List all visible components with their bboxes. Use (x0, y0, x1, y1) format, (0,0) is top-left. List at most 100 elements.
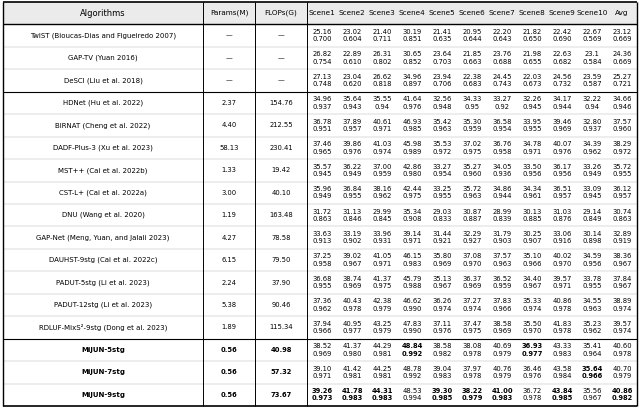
Text: 35.41
0.964: 35.41 0.964 (582, 343, 602, 357)
Text: 41.83
0.978: 41.83 0.978 (552, 321, 572, 334)
Text: 29.99
0.845: 29.99 0.845 (372, 208, 392, 222)
Text: 34.66
0.946: 34.66 0.946 (612, 96, 632, 110)
Text: —: — (278, 33, 284, 39)
Text: 22.63
0.682: 22.63 0.682 (552, 51, 572, 65)
Bar (3, 2, 637, 24)
Text: 26.31
0.802: 26.31 0.802 (372, 51, 392, 65)
Text: 25.27
0.721: 25.27 0.721 (612, 74, 632, 87)
Text: 39.14
0.971: 39.14 0.971 (403, 231, 422, 244)
Text: 33.26
0.949: 33.26 0.949 (582, 164, 602, 177)
Text: 38.36
0.967: 38.36 0.967 (612, 253, 632, 267)
Text: 29.14
0.849: 29.14 0.849 (582, 208, 602, 222)
Text: 41.37
0.975: 41.37 0.975 (372, 276, 392, 289)
Text: 32.26
0.945: 32.26 0.945 (522, 96, 541, 110)
Text: 23.64
0.703: 23.64 0.703 (432, 51, 452, 65)
Text: 37.57
0.960: 37.57 0.960 (612, 119, 632, 132)
Text: Scene1: Scene1 (308, 10, 335, 16)
Text: 24.56
0.732: 24.56 0.732 (552, 74, 572, 87)
Text: 46.15
0.983: 46.15 0.983 (403, 253, 422, 267)
Text: 35.10
0.966: 35.10 0.966 (522, 253, 541, 267)
Text: 21.41
0.635: 21.41 0.635 (432, 29, 452, 42)
Text: 39.02
0.967: 39.02 0.967 (342, 253, 362, 267)
Text: MiJUN-5stg: MiJUN-5stg (81, 347, 125, 353)
Text: 33.63
0.913: 33.63 0.913 (312, 231, 332, 244)
Text: —: — (226, 78, 232, 84)
Text: 42.86
0.980: 42.86 0.980 (403, 164, 422, 177)
Text: 36.22
0.949: 36.22 0.949 (342, 164, 362, 177)
Text: 36.78
0.951: 36.78 0.951 (312, 119, 332, 132)
Text: 34.96
0.937: 34.96 0.937 (312, 96, 332, 110)
Text: 0.56: 0.56 (221, 392, 237, 398)
Text: 21.85
0.663: 21.85 0.663 (462, 51, 482, 65)
Text: 42.44
0.975: 42.44 0.975 (403, 186, 422, 200)
Text: 41.37
0.980: 41.37 0.980 (342, 343, 362, 357)
Text: 37.02
0.975: 37.02 0.975 (462, 141, 482, 155)
Text: 40.98: 40.98 (270, 347, 292, 353)
Text: 32.89
0.919: 32.89 0.919 (612, 231, 632, 244)
Text: 78.58: 78.58 (271, 235, 291, 241)
Text: 30.13
0.885: 30.13 0.885 (522, 208, 542, 222)
Text: 37.89
0.957: 37.89 0.957 (342, 119, 362, 132)
Text: 31.79
0.903: 31.79 0.903 (492, 231, 512, 244)
Text: 35.50
0.970: 35.50 0.970 (522, 321, 541, 334)
Text: 43.25
0.979: 43.25 0.979 (372, 321, 392, 334)
Text: 32.80
0.937: 32.80 0.937 (582, 119, 602, 132)
Text: 34.55
0.963: 34.55 0.963 (582, 298, 602, 312)
Text: 36.72
0.978: 36.72 0.978 (522, 388, 541, 401)
Text: 40.86
0.982: 40.86 0.982 (611, 388, 633, 401)
Text: Avg: Avg (615, 10, 628, 16)
Text: 3.00: 3.00 (221, 190, 237, 196)
Text: 230.41: 230.41 (269, 145, 293, 151)
Text: DNU (Wang et al. 2020): DNU (Wang et al. 2020) (61, 212, 145, 218)
Text: 37.46
0.965: 37.46 0.965 (312, 141, 332, 155)
Text: 21.82
0.650: 21.82 0.650 (522, 29, 542, 42)
Text: 2.37: 2.37 (221, 100, 236, 106)
Text: 33.25
0.955: 33.25 0.955 (432, 186, 452, 200)
Text: 35.33
0.974: 35.33 0.974 (522, 298, 541, 312)
Text: 21.40
0.711: 21.40 0.711 (372, 29, 392, 42)
Text: 35.34
0.908: 35.34 0.908 (403, 208, 422, 222)
Text: 29.03
0.833: 29.03 0.833 (432, 208, 452, 222)
Text: 57.32: 57.32 (270, 369, 292, 375)
Text: 34.40
0.967: 34.40 0.967 (522, 276, 541, 289)
Text: 33.95
0.955: 33.95 0.955 (522, 119, 541, 132)
Text: 4.40: 4.40 (221, 122, 237, 129)
Text: Scene7: Scene7 (488, 10, 515, 16)
Text: 37.90: 37.90 (271, 279, 291, 286)
Text: HDNet (Hu et al. 2022): HDNet (Hu et al. 2022) (63, 100, 143, 106)
Text: 41.78
0.983: 41.78 0.983 (341, 388, 363, 401)
Text: 0.56: 0.56 (221, 369, 237, 375)
Text: DADF-Plus-3 (Xu et al. 2023): DADF-Plus-3 (Xu et al. 2023) (53, 145, 153, 151)
Text: CST-L+ (Cai et al. 2022a): CST-L+ (Cai et al. 2022a) (59, 190, 147, 196)
Text: Scene5: Scene5 (429, 10, 456, 16)
Text: 23.94
0.706: 23.94 0.706 (432, 74, 452, 87)
Text: 40.10: 40.10 (271, 190, 291, 196)
Text: 40.95
0.977: 40.95 0.977 (342, 321, 362, 334)
Text: MST++ (Cai et al. 2022b): MST++ (Cai et al. 2022b) (58, 167, 148, 173)
Text: 30.14
0.898: 30.14 0.898 (582, 231, 602, 244)
Text: 30.19
0.851: 30.19 0.851 (403, 29, 422, 42)
Text: 37.36
0.962: 37.36 0.962 (312, 298, 332, 312)
Text: 35.64
0.966: 35.64 0.966 (581, 366, 603, 379)
Text: PADUT-12stg (Li et al. 2023): PADUT-12stg (Li et al. 2023) (54, 302, 152, 308)
Text: 35.80
0.969: 35.80 0.969 (432, 253, 452, 267)
Text: 44.31
0.983: 44.31 0.983 (371, 388, 393, 401)
Text: FLOPs(G): FLOPs(G) (264, 10, 298, 16)
Text: 34.05
0.936: 34.05 0.936 (492, 164, 512, 177)
Text: 38.52
0.969: 38.52 0.969 (312, 343, 332, 357)
Text: 31.03
0.876: 31.03 0.876 (552, 208, 572, 222)
Text: 23.59
0.587: 23.59 0.587 (582, 74, 602, 87)
Text: 22.20
0.643: 22.20 0.643 (492, 29, 512, 42)
Text: Scene6: Scene6 (459, 10, 485, 16)
Text: 31.44
0.921: 31.44 0.921 (432, 231, 452, 244)
Text: 39.86
0.976: 39.86 0.976 (342, 141, 362, 155)
Text: 41.03
0.974: 41.03 0.974 (372, 141, 392, 155)
Text: 36.68
0.955: 36.68 0.955 (312, 276, 332, 289)
Text: 44.25
0.981: 44.25 0.981 (372, 366, 392, 379)
Text: 21.98
0.655: 21.98 0.655 (522, 51, 542, 65)
Text: DeSCI (Liu et al. 2018): DeSCI (Liu et al. 2018) (63, 77, 143, 84)
Text: 26.62
0.818: 26.62 0.818 (372, 74, 392, 87)
Text: 38.89
0.974: 38.89 0.974 (612, 298, 632, 312)
Text: 34.39
0.962: 34.39 0.962 (582, 141, 602, 155)
Text: 25.16
0.700: 25.16 0.700 (312, 29, 332, 42)
